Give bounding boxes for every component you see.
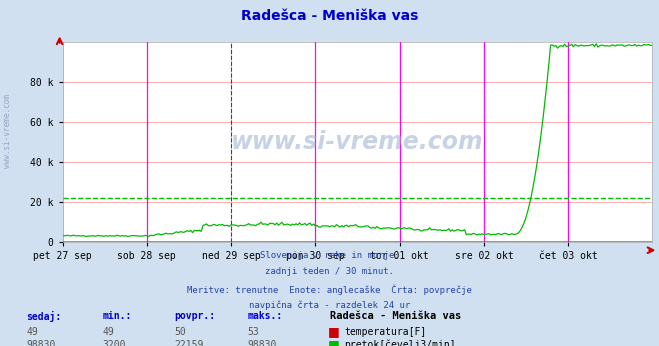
Text: min.:: min.: [102, 311, 132, 321]
Text: pretok[čevelj3/min]: pretok[čevelj3/min] [344, 340, 455, 346]
Text: navpična črta - razdelek 24 ur: navpična črta - razdelek 24 ur [249, 301, 410, 310]
Text: 3200: 3200 [102, 340, 126, 346]
Text: Radešca - Meniška vas: Radešca - Meniška vas [330, 311, 461, 321]
Text: ■: ■ [328, 338, 339, 346]
Text: ■: ■ [328, 325, 339, 338]
Text: 22159: 22159 [175, 340, 204, 346]
Text: Slovenija / reke in morje.: Slovenija / reke in morje. [260, 251, 399, 260]
Text: 98830: 98830 [26, 340, 56, 346]
Text: sedaj:: sedaj: [26, 311, 61, 322]
Text: 50: 50 [175, 327, 186, 337]
Text: Meritve: trenutne  Enote: angleсaške  Črta: povprečje: Meritve: trenutne Enote: angleсaške Črta… [187, 284, 472, 294]
Text: Radešca - Meniška vas: Radešca - Meniška vas [241, 9, 418, 22]
Text: povpr.:: povpr.: [175, 311, 215, 321]
Text: www.si-vreme.com: www.si-vreme.com [3, 94, 13, 169]
Text: 53: 53 [247, 327, 259, 337]
Text: 49: 49 [102, 327, 114, 337]
Text: maks.:: maks.: [247, 311, 282, 321]
Text: 49: 49 [26, 327, 38, 337]
Text: temperatura[F]: temperatura[F] [344, 327, 426, 337]
Text: www.si-vreme.com: www.si-vreme.com [231, 130, 484, 154]
Text: 98830: 98830 [247, 340, 277, 346]
Text: zadnji teden / 30 minut.: zadnji teden / 30 minut. [265, 267, 394, 276]
